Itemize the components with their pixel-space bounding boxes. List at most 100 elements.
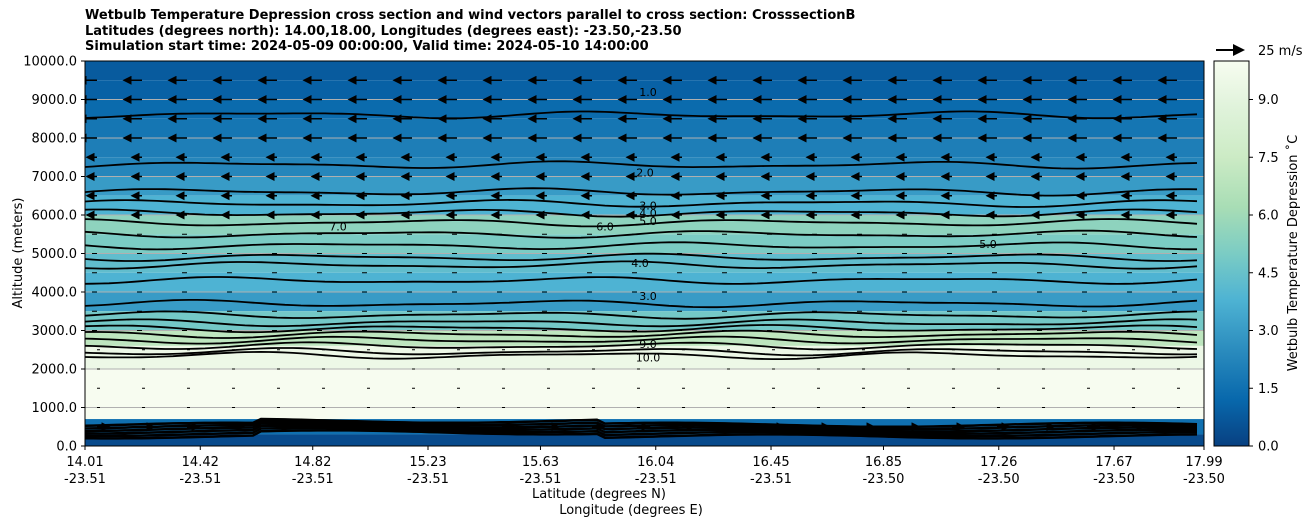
field-layer-3 <box>85 118 1204 138</box>
contour-label-3: 4.0 <box>639 207 657 220</box>
contour-label-11: 7.0 <box>329 221 347 234</box>
x-tick-lon-10: -23.50 <box>1183 472 1225 487</box>
colorbar-ticks: 0.0 1.5 3.0 4.5 6.0 7.5 9.0 <box>1249 93 1279 455</box>
field-layer-0 <box>85 61 1204 81</box>
y-axis: 0.0 1000.0 2000.0 3000.0 4000.0 5000.0 6000.0 7… <box>23 55 85 455</box>
contour-label-1: 2.0 <box>636 167 654 180</box>
contour-line-19 <box>85 350 1198 360</box>
colorbar-tick-label-2: 3.0 <box>1258 324 1279 339</box>
y-tick-label-8: 8000.0 <box>32 132 78 147</box>
quiver-key-label: 25 m/s <box>1258 44 1303 59</box>
x-tick-lon-2: -23.51 <box>292 472 334 487</box>
contour-line-7 <box>85 241 1197 251</box>
x-tick-lon-0: -23.51 <box>64 472 106 487</box>
colorbar-tick-label-5: 7.5 <box>1258 151 1279 166</box>
field-layer-11 <box>85 272 1204 292</box>
field-layer-4 <box>85 138 1204 158</box>
surface-contour-4 <box>85 419 1198 431</box>
y-tick-label-3: 3000.0 <box>32 324 78 339</box>
contour-lines <box>85 110 1198 440</box>
contour-line-12 <box>85 310 1198 320</box>
surface-contour-2 <box>85 424 1198 436</box>
contour-label-8: 9.0 <box>639 338 657 351</box>
contour-label-7: 3.0 <box>639 290 657 303</box>
x-tick-lat-5: 16.04 <box>637 455 674 470</box>
y-tick-label-9: 9000.0 <box>32 93 78 108</box>
colorbar-tick-label-4: 6.0 <box>1258 209 1279 224</box>
x-tick-lon-9: -23.50 <box>1093 472 1135 487</box>
x-tick-lon-6: -23.51 <box>750 472 792 487</box>
contour-line-8 <box>85 252 1198 262</box>
y-tick-label-6: 6000.0 <box>32 209 78 224</box>
surface-contour-1 <box>85 426 1197 438</box>
wind-vectors <box>85 75 1191 432</box>
x-axis: 14.01 -23.51 14.42 -23.51 14.82 -23.51 15.23 -2… <box>64 446 1225 487</box>
x-tick-lat-10: 17.99 <box>1185 455 1222 470</box>
contour-line-11 <box>85 299 1198 309</box>
contour-line-1 <box>85 160 1198 170</box>
y-tick-label-1: 1000.0 <box>32 401 78 416</box>
colorbar-tick-label-0: 0.0 <box>1258 440 1279 455</box>
title-line-2: Latitudes (degrees north): 14.00,18.00, … <box>85 23 682 39</box>
title-line-3: Simulation start time: 2024-05-09 00:00:… <box>85 39 649 54</box>
x-tick-lon-3: -23.51 <box>407 472 449 487</box>
contour-label-6: 5.0 <box>979 238 997 251</box>
x-tick-lat-2: 14.82 <box>294 455 331 470</box>
contour-line-10 <box>85 276 1198 285</box>
colorbar <box>1213 60 1250 447</box>
x-tick-lat-9: 17.67 <box>1095 455 1132 470</box>
field-layer-16 <box>85 369 1204 420</box>
field-layer-12 <box>85 292 1204 312</box>
contour-line-6 <box>85 229 1198 239</box>
field-layer-18 <box>85 434 1204 446</box>
surface-contour-0 <box>85 429 1198 440</box>
contour-line-16 <box>85 335 1198 345</box>
x-axis-label: Latitude (degrees N) <box>532 487 666 502</box>
x-tick-lat-8: 17.26 <box>980 455 1017 470</box>
x-tick-lon-4: -23.51 <box>520 472 562 487</box>
colorbar-tick-label-3: 4.5 <box>1258 266 1279 281</box>
x-tick-lat-7: 16.85 <box>865 455 902 470</box>
contour-label-10: 6.0 <box>596 221 614 234</box>
x-tick-lat-1: 14.42 <box>182 455 219 470</box>
colorbar-tick-label-6: 9.0 <box>1258 93 1279 108</box>
contour-line-15 <box>85 329 1198 339</box>
x-tick-lon-7: -23.50 <box>863 472 905 487</box>
title-line-1: Wetbulb Temperature Depression cross sec… <box>85 8 856 23</box>
x-tick-lon-1: -23.51 <box>179 472 221 487</box>
y-tick-label-10: 10000.0 <box>23 55 77 70</box>
x-tick-lat-0: 14.01 <box>66 455 103 470</box>
contour-line-9 <box>85 260 1198 270</box>
field-layer-6 <box>85 176 1204 196</box>
contour-line-17 <box>85 341 1198 351</box>
colorbar-label: Wetbulb Temperature Depression ˚C <box>1285 135 1301 372</box>
contour-label-9: 10.0 <box>636 351 661 364</box>
field-layer-14 <box>85 330 1204 346</box>
contour-line-14 <box>85 324 1198 334</box>
x-tick-lat-4: 15.63 <box>522 455 559 470</box>
field-layer-13 <box>85 311 1204 331</box>
contour-line-13 <box>85 318 1198 328</box>
y-axis-label: Altitude (meters) <box>11 198 26 309</box>
x-tick-lon-5: -23.51 <box>635 472 677 487</box>
contour-label-2: 3.0 <box>639 199 657 212</box>
contour-line-0 <box>85 110 1198 120</box>
field-layer-7 <box>85 195 1204 215</box>
y-tick-label-2: 2000.0 <box>32 363 78 378</box>
x-axis-label-2: Longitude (degrees E) <box>559 503 703 518</box>
contour-label-0: 1.0 <box>639 86 657 99</box>
field-layer-1 <box>85 80 1204 100</box>
contour-labels: 1.02.03.04.05.04.05.03.09.010.06.07.0 <box>329 86 997 365</box>
contour-label-4: 5.0 <box>639 215 657 228</box>
y-tick-label-0: 0.0 <box>56 440 77 455</box>
contour-line-5 <box>85 218 1198 228</box>
surface-contour-3 <box>85 422 1198 433</box>
chart-title: Wetbulb Temperature Depression cross sec… <box>85 8 855 55</box>
contour-label-5: 4.0 <box>631 257 649 270</box>
x-tick-lon-8: -23.50 <box>978 472 1020 487</box>
contour-line-3 <box>85 198 1198 208</box>
y-tick-label-7: 7000.0 <box>32 170 78 185</box>
colorbar-tick-label-1: 1.5 <box>1258 382 1279 397</box>
surface-contour-5 <box>85 417 1198 429</box>
